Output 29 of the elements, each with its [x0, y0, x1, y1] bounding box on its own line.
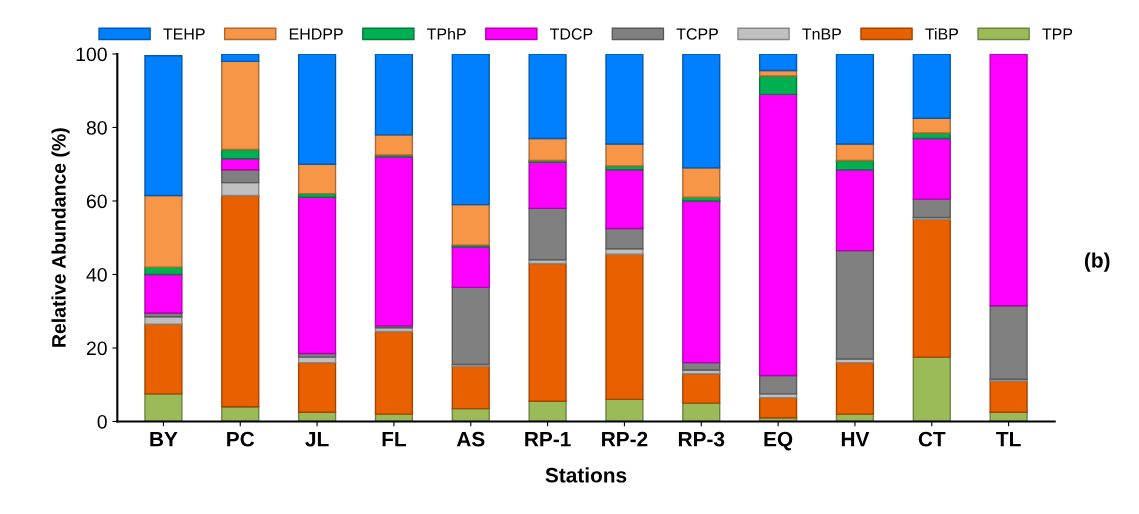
- x-tick-label: RP-1: [525, 431, 571, 447]
- x-tick-label: FL: [382, 431, 407, 447]
- legend-label: EHDPP: [289, 28, 343, 40]
- x-tick-label: TL: [996, 431, 1021, 447]
- legend-label: TPP: [1042, 28, 1073, 40]
- y-tick-label: 40: [86, 267, 107, 282]
- x-tick-label: JL: [305, 431, 329, 447]
- y-tick-label: 0: [97, 414, 107, 429]
- legend-label: TiBP: [925, 27, 959, 40]
- x-tick-label: AS: [456, 431, 485, 447]
- x-tick-label: RP-3: [678, 431, 725, 447]
- x-tick-label: PC: [227, 431, 255, 447]
- y-axis-title: Relative Abundance (%): [51, 128, 70, 347]
- x-tick-label: EQ: [764, 431, 793, 451]
- x-tick-label: RP-2: [602, 431, 648, 447]
- x-tick-label: HV: [841, 431, 870, 447]
- legend-label: TDCP: [550, 28, 593, 40]
- legend-label: TPhP: [427, 27, 466, 40]
- y-tick-label: 20: [86, 341, 107, 356]
- y-tick-label: 100: [76, 47, 107, 62]
- x-axis-title: Stations: [545, 467, 627, 483]
- legend-label: TCPP: [676, 28, 718, 40]
- y-tick-label: 60: [86, 194, 107, 209]
- y-tick-label: 80: [86, 120, 107, 135]
- x-tick-label: BY: [150, 431, 178, 447]
- x-tick-label: CT: [918, 431, 946, 447]
- text: (b): [1084, 252, 1110, 272]
- legend-label: TEHP: [163, 28, 205, 40]
- legend-label: TnBP: [802, 28, 841, 40]
